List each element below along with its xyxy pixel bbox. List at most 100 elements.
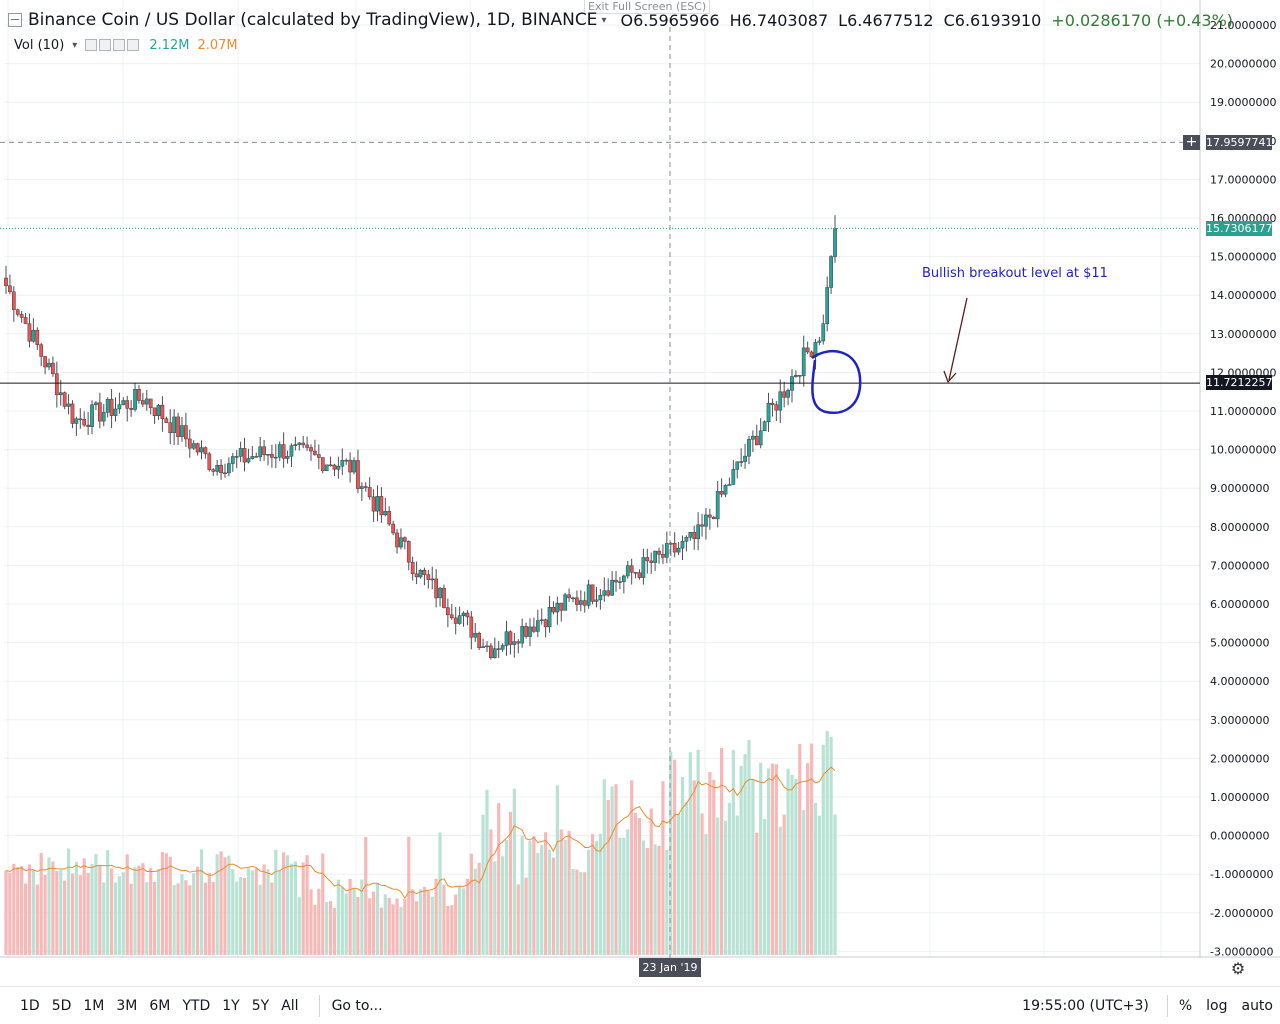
volume-bar [207,873,211,955]
range-ytd-button[interactable]: YTD [182,997,211,1014]
range-5d-button[interactable]: 5D [51,997,72,1014]
candle-body [606,590,611,596]
volume-bar [364,837,368,955]
candle-body [590,584,595,602]
add-alert-plus-icon[interactable]: + [1183,135,1200,150]
volume-bar [172,885,176,955]
range-all-button[interactable]: All [281,997,299,1014]
volume-bar [35,884,39,955]
candle-body [191,443,196,449]
gear-icon[interactable]: ⚙ [1230,959,1246,978]
range-3m-button[interactable]: 3M [116,997,138,1014]
candle-body [410,561,415,575]
candle-body [766,402,771,422]
candle-body [348,459,352,473]
range-1d-button[interactable]: 1D [20,997,40,1014]
goto-date-button[interactable]: Go to... [331,997,383,1014]
volume-bar [121,872,125,955]
volume-bar [180,874,184,955]
annotation-arrow[interactable] [948,297,968,381]
candle-body [375,496,380,512]
volume-bar [571,869,575,955]
candle-body [535,620,540,632]
volume-bar [184,880,188,955]
candle-body [15,309,20,315]
y-tick-label: 3.0000000 [1210,714,1270,727]
candle-body [563,594,568,611]
y-tick-label: 0.0000000 [1210,830,1270,843]
volume-bar [747,739,751,955]
log-scale-button[interactable]: log [1206,997,1228,1014]
timezone-button[interactable]: 19:55:00 (UTC+3) [1022,997,1149,1014]
annotation-text[interactable]: Bullish breakout level at $11 [922,266,1108,281]
volume-bar [497,803,501,955]
volume-bar [223,857,227,955]
volume-bar [211,881,215,955]
candle-body [94,402,98,406]
auto-scale-button[interactable]: auto [1241,997,1273,1014]
symbol-title[interactable]: Binance Coin / US Dollar (calculated by … [28,10,598,30]
chart-area[interactable]: 21.000000020.000000019.000000018.0000000… [0,0,1280,978]
exit-fullscreen-button[interactable]: Exit Full Screen (ESC) [584,0,711,14]
volume-bar [47,857,51,955]
volume-bar [90,863,94,955]
chevron-down-icon[interactable]: ▾ [72,39,78,51]
volume-bar [602,779,606,955]
chevron-down-icon[interactable]: ▾ [601,14,607,26]
candle-body [469,616,474,638]
crosshair-price-badge: 17.9597741 [1206,135,1273,150]
candle-body [101,412,106,422]
candle-body [614,579,618,583]
candle-body [543,619,548,628]
volume-bar [328,901,333,955]
candle-body [359,486,364,489]
volume-bar [246,868,251,955]
symbol-legend: Binance Coin / US Dollar (calculated by … [8,8,1243,32]
highlight-circle-drawing[interactable] [811,349,862,415]
candle-body [215,465,220,472]
candle-body [762,421,767,432]
close-icon[interactable] [127,39,140,51]
volume-bar [86,872,90,955]
source-icon[interactable] [113,39,126,51]
candle-body [43,356,47,368]
candle-body [805,347,810,353]
volume-bar [719,747,724,955]
candle-body [641,557,646,578]
candle-body [387,511,392,525]
candle-body [711,516,716,520]
candle-body [227,463,231,474]
candle-body [383,511,388,516]
y-tick-label: 2.0000000 [1210,752,1270,765]
volume-legend: Vol (10) ▾ 2.12M 2.07M [14,36,238,54]
candle-body [449,614,454,619]
candle-body [782,391,787,398]
volume-bar [817,815,821,955]
volume-bar [673,759,677,955]
volume-indicator-label[interactable]: Vol (10) [14,37,65,53]
volume-bar [266,869,270,955]
candle-body [219,465,223,474]
volume-bar [407,836,411,955]
range-5y-button[interactable]: 5Y [251,997,270,1014]
range-1m-button[interactable]: 1M [83,997,105,1014]
candle-body [649,560,654,563]
collapse-legend-icon[interactable] [8,13,22,27]
volume-bar [430,896,434,955]
candle-body [496,648,501,650]
percent-scale-button[interactable]: % [1178,997,1193,1014]
chart-canvas[interactable]: 21.000000020.000000019.000000018.0000000… [0,0,1280,958]
candle-body [473,633,478,638]
candle-body [504,631,509,646]
candle-body [289,445,294,457]
volume-bar [540,844,544,955]
eye-icon[interactable] [85,39,98,51]
range-1y-button[interactable]: 1Y [222,997,240,1014]
volume-bar [794,779,798,955]
candle-body [817,340,822,343]
range-6m-button[interactable]: 6M [149,997,171,1014]
candle-body [715,491,720,520]
volume-bar [536,852,540,955]
candle-body [833,228,837,257]
settings-icon[interactable] [99,39,112,51]
